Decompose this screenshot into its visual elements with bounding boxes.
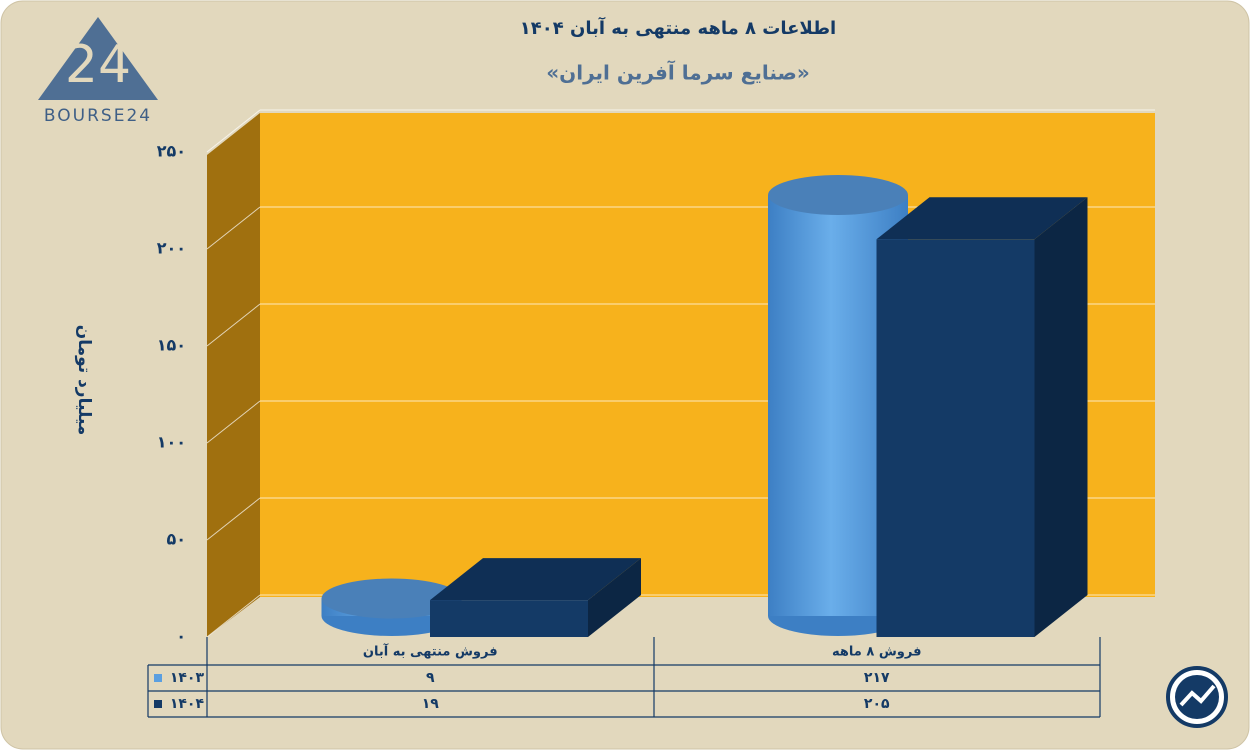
chart-title: اطلاعات ۸ ماهه منتهی به آبان ۱۴۰۴ — [520, 16, 836, 39]
table-value: ۱۹ — [422, 696, 440, 712]
box-top — [430, 558, 641, 601]
x-tick-label: فروش ۸ ماهه — [832, 645, 921, 660]
legend-swatch — [154, 700, 162, 708]
legend-label: ۱۴۰۴ — [170, 696, 205, 712]
corner-icon — [1166, 666, 1228, 728]
chart-subtitle: «صنایع سرما آفرین ایران» — [546, 60, 810, 85]
logo-text: BOURSE24 — [44, 106, 152, 126]
side-wall — [207, 113, 260, 637]
legend-label: ۱۴۰۳ — [170, 670, 205, 686]
svg-text:24: 24 — [65, 35, 131, 95]
y-axis-label: میلیارد تومان — [74, 325, 94, 436]
grid-line-side — [206, 400, 261, 444]
box-top — [876, 197, 1088, 240]
table-value: ۲۰۵ — [864, 696, 890, 712]
box-side — [1034, 197, 1088, 638]
bar — [430, 600, 588, 637]
grid-line-side — [206, 497, 261, 541]
y-tick-label: ۱۵۰ — [157, 336, 186, 355]
grid-line-side — [206, 206, 261, 250]
y-tick-label: ۲۰۰ — [157, 239, 186, 258]
grid-line-side — [206, 303, 261, 347]
x-tick-label: فروش منتهی به آبان — [363, 643, 498, 660]
y-tick-label: ۰ — [176, 627, 186, 646]
table — [147, 637, 1101, 718]
table-value: ۹ — [426, 670, 435, 686]
y-tick-label: ۱۰۰ — [157, 433, 186, 452]
cylinder-top — [768, 175, 908, 216]
box-side — [588, 558, 641, 637]
y-tick-label: ۲۵۰ — [157, 142, 186, 161]
logo: 24 BOURSE24 — [38, 17, 158, 126]
table-value: ۲۱۷ — [864, 670, 890, 686]
grid-line-side — [206, 109, 261, 153]
y-tick-label: ۵۰ — [166, 530, 186, 549]
grid-line-side — [206, 594, 261, 638]
cylinder-top — [321, 578, 462, 619]
bar — [876, 239, 1035, 638]
legend-swatch — [154, 674, 162, 682]
